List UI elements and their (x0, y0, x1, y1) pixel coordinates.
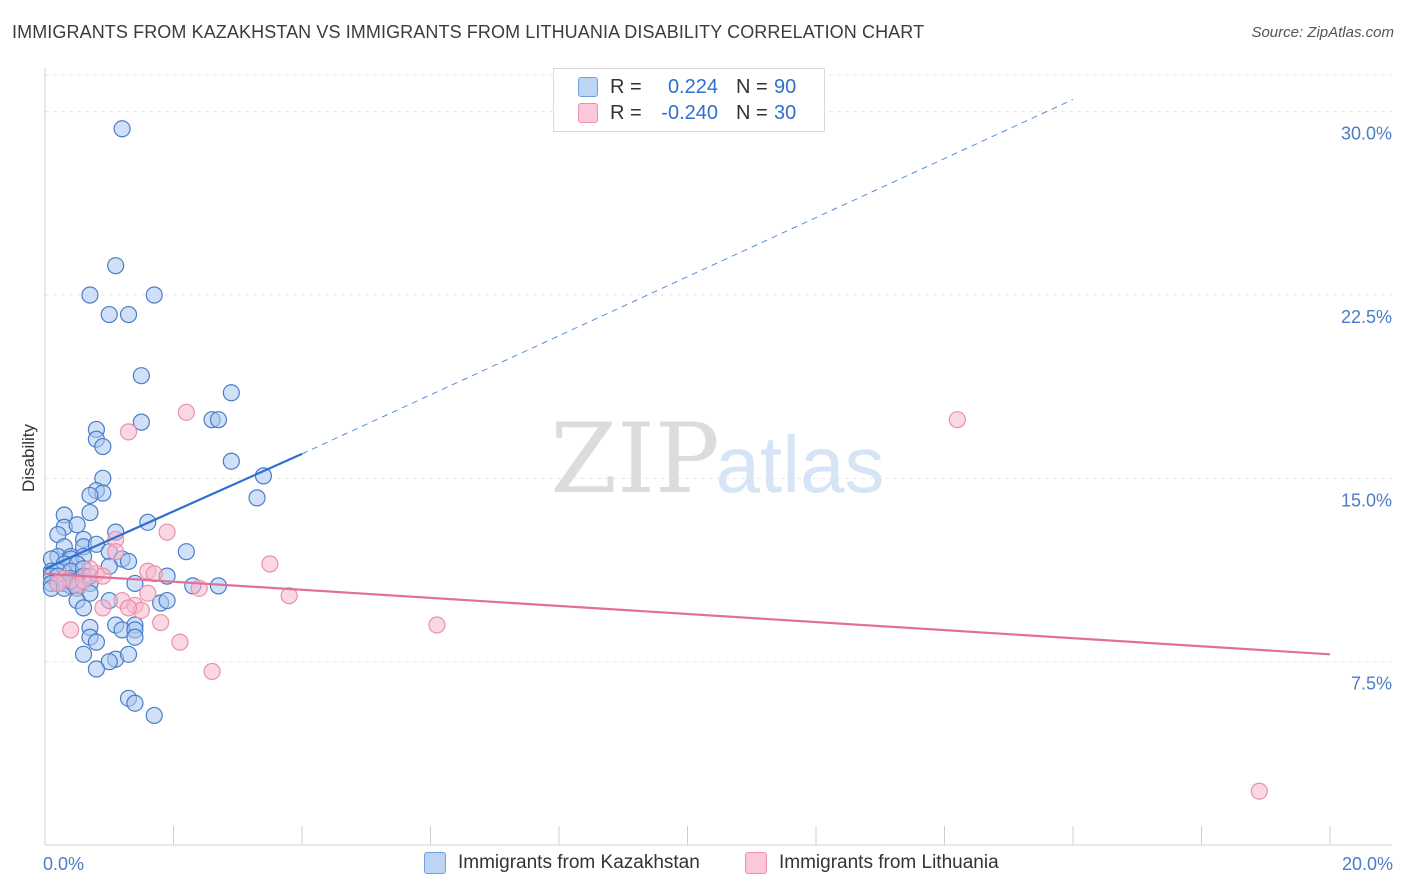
watermark-zip: ZIP (550, 403, 719, 515)
data-point-lithuania (171, 633, 189, 651)
data-point-kazakhstan (94, 437, 112, 456)
stats-legend: R = 0.224 N = 90 R = -0.240 N = 30 (553, 68, 825, 132)
data-point-kazakhstan (222, 384, 240, 402)
data-point-kazakhstan (107, 257, 125, 275)
x-tick-label: 20.0% (1342, 854, 1393, 874)
legend-r-label: R = (610, 101, 642, 124)
data-point-lithuania (145, 565, 163, 583)
x-tick-label: 0.0% (43, 854, 84, 874)
data-point-kazakhstan (74, 599, 93, 617)
data-point-lithuania (428, 616, 446, 634)
legend-swatch-pink (578, 103, 598, 123)
data-point-kazakhstan (81, 486, 99, 505)
data-point-kazakhstan (158, 591, 176, 610)
legend-item-lithuania: Immigrants from Lithuania (745, 852, 999, 874)
legend-swatch-blue (578, 77, 598, 97)
source-label: Source: ZipAtlas.com (1251, 24, 1394, 41)
data-point-kazakhstan (145, 706, 163, 725)
legend-n-value: 30 (774, 101, 797, 124)
data-point-kazakhstan (248, 489, 266, 507)
data-point-lithuania (948, 411, 966, 429)
legend-r-label: R = (610, 75, 642, 98)
data-point-kazakhstan (68, 516, 86, 534)
data-point-lithuania (119, 423, 138, 441)
data-point-kazakhstan (81, 286, 99, 304)
y-tick-label: 7.5% (1351, 674, 1392, 694)
legend-row-lithuania: R = -0.240 N = 30 (578, 100, 796, 126)
data-point-lithuania (62, 621, 80, 639)
chart-title: IMMIGRANTS FROM KAZAKHSTAN VS IMMIGRANTS… (12, 22, 925, 42)
data-point-kazakhstan (81, 503, 99, 522)
data-point-lithuania (177, 403, 195, 421)
data-point-kazakhstan (132, 367, 150, 385)
data-point-kazakhstan (74, 645, 93, 663)
legend-row-kazakhstan: R = 0.224 N = 90 (578, 74, 796, 100)
data-point-lithuania (261, 555, 279, 573)
data-point-kazakhstan (100, 305, 118, 324)
y-tick-label: 30.0% (1341, 124, 1392, 144)
y-axis-label: Disability (19, 423, 38, 492)
y-tick-label: 15.0% (1341, 490, 1392, 510)
data-point-kazakhstan (100, 653, 118, 671)
data-point-kazakhstan (119, 305, 138, 324)
watermark-atlas: atlas (716, 420, 885, 509)
data-point-kazakhstan (222, 452, 240, 470)
data-point-kazakhstan (113, 120, 131, 138)
series-legend: Immigrants from Kazakhstan Immigrants fr… (0, 852, 1406, 878)
data-point-kazakhstan (126, 694, 144, 712)
grid-lines (45, 74, 1392, 663)
legend-r-value: -0.240 (661, 101, 718, 124)
legend-r-value: 0.224 (667, 75, 718, 98)
data-point-kazakhstan (119, 552, 138, 571)
legend-n-value: 90 (774, 75, 797, 98)
data-point-lithuania (152, 613, 170, 632)
watermark: ZIP atlas (550, 403, 884, 515)
tick-labels: 7.5% 15.0% 22.5% 30.0% 0.0% 20.0% (43, 124, 1393, 874)
data-point-kazakhstan (119, 645, 138, 663)
legend-swatch-blue (424, 852, 446, 874)
data-point-kazakhstan (87, 660, 106, 678)
legend-swatch-pink (745, 852, 767, 874)
data-point-lithuania (81, 560, 99, 578)
data-point-lithuania (1250, 782, 1268, 800)
data-point-kazakhstan (177, 543, 195, 561)
y-tick-label: 22.5% (1341, 307, 1392, 327)
data-point-kazakhstan (145, 286, 163, 304)
data-point-kazakhstan (132, 413, 150, 431)
legend-n-label: N = (736, 101, 768, 124)
legend-n-label: N = (736, 75, 768, 98)
legend-item-kazakhstan: Immigrants from Kazakhstan (424, 852, 700, 874)
trend-line-lithuania (44, 572, 1331, 656)
legend-label-kazakhstan: Immigrants from Kazakhstan (458, 852, 700, 873)
data-point-kazakhstan (126, 628, 144, 646)
trend-line-kazakhstan (44, 452, 303, 570)
axes (44, 68, 1392, 846)
data-point-lithuania (94, 599, 112, 617)
data-point-lithuania (280, 587, 298, 605)
data-point-kazakhstan (87, 633, 106, 651)
data-point-lithuania (107, 543, 125, 561)
legend-label-lithuania: Immigrants from Lithuania (779, 852, 999, 873)
trend-lines (44, 98, 1331, 656)
data-point-lithuania (203, 662, 221, 681)
data-point-lithuania (119, 599, 138, 617)
data-point-kazakhstan (209, 411, 228, 429)
trend-extension-kazakhstan (301, 98, 1074, 455)
data-point-lithuania (158, 523, 176, 541)
data-point-lithuania (49, 574, 67, 593)
data-point-lithuania (139, 584, 157, 602)
